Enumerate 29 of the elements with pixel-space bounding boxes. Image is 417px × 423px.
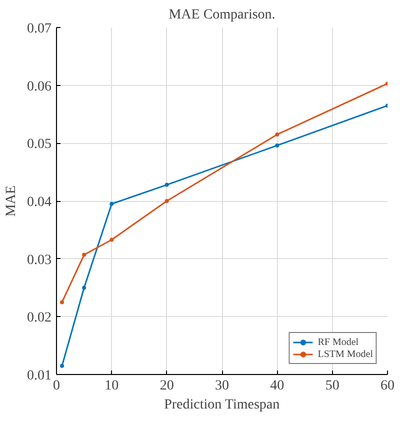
legend-label: LSTM Model (318, 348, 373, 360)
y-tick-label: 0.07 (27, 22, 52, 36)
y-tick-label: 0.06 (27, 79, 52, 94)
chart-title: MAE Comparison. (168, 8, 276, 22)
y-tick-label: 0.05 (27, 137, 52, 152)
x-tick-label: 50 (325, 378, 340, 394)
y-tick-label: 0.04 (27, 195, 52, 210)
point (60, 300, 64, 304)
point (110, 202, 114, 206)
x-tick-label: 10 (104, 378, 119, 394)
x-axis-title: Prediction Timespan (164, 398, 280, 412)
y-tick-label: 0.01 (27, 368, 52, 384)
y-axis-title: MAE (4, 185, 19, 217)
point (164, 182, 169, 187)
x-tick-label: 30 (215, 378, 229, 394)
point (275, 143, 280, 148)
y-tick-label: 0.02 (27, 310, 52, 326)
point (82, 252, 86, 257)
point (164, 199, 169, 203)
point (82, 286, 86, 290)
point (275, 132, 280, 136)
y-tick-label: 0.03 (27, 252, 52, 268)
legend-label: RF Model (318, 336, 359, 348)
x-tick-label: 0 (53, 378, 60, 394)
x-tick-label: 60 (380, 378, 394, 394)
point (60, 364, 64, 368)
x-tick-label: 40 (270, 378, 284, 394)
point (110, 238, 114, 242)
x-tick-label: 20 (160, 378, 174, 394)
